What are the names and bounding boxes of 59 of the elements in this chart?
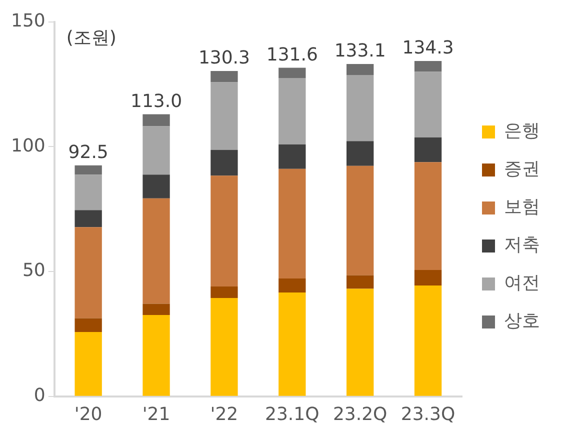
bar <box>74 318 102 332</box>
bar <box>210 150 238 176</box>
y-tick-label: 100 <box>10 135 46 156</box>
y-tick-label: 150 <box>10 10 46 32</box>
bar <box>74 332 102 396</box>
bar <box>278 144 306 169</box>
total-label: 133.1 <box>334 40 386 62</box>
bar <box>142 174 170 198</box>
total-label: 92.5 <box>68 142 108 164</box>
bar <box>278 292 306 396</box>
bar <box>210 82 238 150</box>
bar <box>414 137 442 162</box>
x-tick-label: '20 <box>74 404 102 425</box>
bar <box>346 166 374 276</box>
bar <box>414 270 442 286</box>
total-label: 134.3 <box>402 38 454 59</box>
legend-label: 상호 <box>504 310 540 332</box>
bar <box>210 298 238 396</box>
legend-label: 저축 <box>504 234 540 256</box>
bar <box>74 165 102 175</box>
bar <box>346 74 374 142</box>
bar <box>278 68 306 78</box>
annotation: (조원) <box>66 27 116 48</box>
total-label: 130.3 <box>198 48 250 69</box>
bar <box>346 275 374 289</box>
bar <box>210 176 238 287</box>
total-label: 113.0 <box>130 90 182 112</box>
bar <box>142 314 170 396</box>
bar <box>278 278 306 293</box>
bar <box>278 168 306 279</box>
bar <box>74 174 102 210</box>
bar <box>210 71 238 82</box>
bar <box>278 78 306 144</box>
bar <box>414 162 442 270</box>
bar <box>346 288 374 396</box>
bar <box>414 61 442 72</box>
legend-label: 여전 <box>504 272 540 294</box>
x-tick-label: 23.3Q <box>400 404 456 425</box>
bar <box>74 227 102 318</box>
bar <box>142 114 170 126</box>
total-label: 131.6 <box>266 44 318 66</box>
bar <box>414 72 442 138</box>
bar <box>414 286 442 396</box>
bar <box>346 64 374 75</box>
y-tick-label: 50 <box>22 260 46 282</box>
bar <box>142 198 170 304</box>
bar <box>142 126 170 175</box>
x-tick-label: '21 <box>142 404 170 425</box>
bar <box>74 210 102 228</box>
bar <box>210 286 238 298</box>
legend-label: 보험 <box>504 196 540 218</box>
x-tick-label: '22 <box>210 404 238 425</box>
bar <box>346 141 374 166</box>
y-tick-label: 0 <box>34 385 46 406</box>
x-tick-label: 23.1Q <box>265 404 320 425</box>
bar <box>142 304 170 315</box>
legend-label: 증권 <box>504 158 540 180</box>
x-tick-label: 23.2Q <box>332 404 388 425</box>
legend-label: 은행 <box>504 120 540 142</box>
